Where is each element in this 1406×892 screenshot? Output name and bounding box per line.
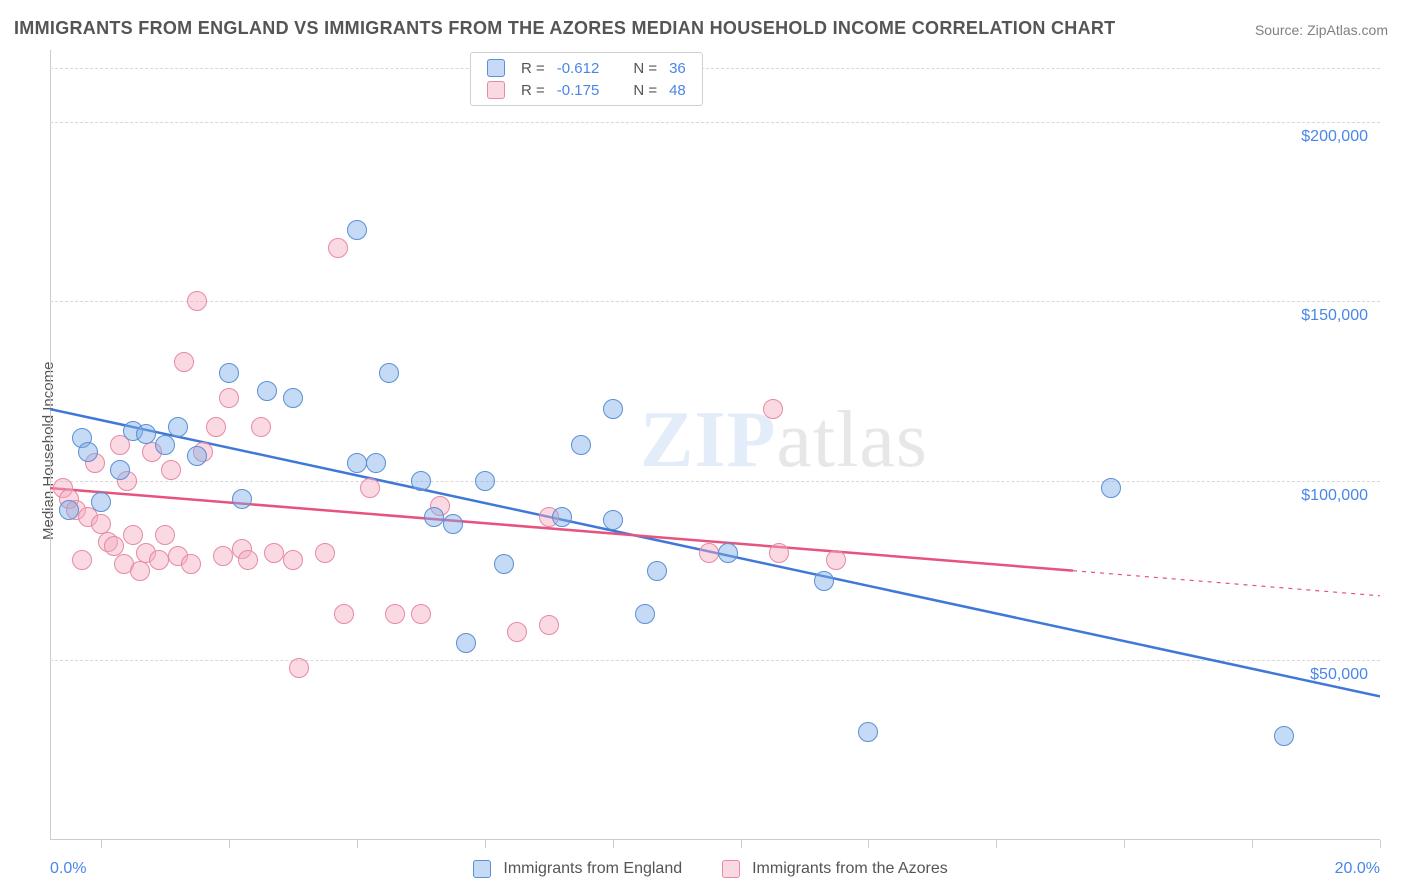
scatter-point-england	[603, 399, 623, 419]
trend-lines	[50, 50, 1380, 840]
scatter-point-england	[219, 363, 239, 383]
x-axis-max-label: 20.0%	[1335, 860, 1380, 878]
legend-item-england: Immigrants from England	[473, 860, 682, 878]
scatter-point-england	[187, 446, 207, 466]
trendline-dash-azores	[1073, 571, 1380, 596]
scatter-point-azores	[130, 561, 150, 581]
scatter-point-england	[366, 453, 386, 473]
scatter-point-azores	[699, 543, 719, 563]
scatter-point-england	[411, 471, 431, 491]
x-tick	[1252, 840, 1253, 848]
scatter-point-azores	[104, 536, 124, 556]
scatter-point-england	[155, 435, 175, 455]
scatter-point-england	[571, 435, 591, 455]
source-attribution: Source: ZipAtlas.com	[1255, 22, 1388, 38]
scatter-point-england	[78, 442, 98, 462]
x-tick	[357, 840, 358, 848]
x-tick	[613, 840, 614, 848]
legend-bottom: 0.0% Immigrants from England Immigrants …	[50, 854, 1380, 884]
scatter-point-azores	[360, 478, 380, 498]
x-tick	[229, 840, 230, 848]
scatter-point-azores	[289, 658, 309, 678]
scatter-point-azores	[187, 291, 207, 311]
x-tick	[868, 840, 869, 848]
scatter-point-england	[91, 492, 111, 512]
legend-swatch-azores-icon	[722, 860, 740, 878]
scatter-point-england	[257, 381, 277, 401]
x-tick	[996, 840, 997, 848]
scatter-point-azores	[219, 388, 239, 408]
chart-plot-area: $50,000$100,000$150,000$200,000	[50, 50, 1380, 840]
scatter-point-england	[136, 424, 156, 444]
scatter-point-azores	[283, 550, 303, 570]
x-tick	[1124, 840, 1125, 848]
scatter-point-england	[552, 507, 572, 527]
scatter-point-azores	[507, 622, 527, 642]
scatter-point-azores	[155, 525, 175, 545]
scatter-point-england	[475, 471, 495, 491]
legend-label-azores: Immigrants from the Azores	[752, 860, 948, 878]
scatter-point-azores	[123, 525, 143, 545]
scatter-point-england	[494, 554, 514, 574]
x-tick	[101, 840, 102, 848]
scatter-point-azores	[149, 550, 169, 570]
scatter-point-england	[1101, 478, 1121, 498]
scatter-point-azores	[72, 550, 92, 570]
scatter-point-england	[379, 363, 399, 383]
scatter-point-england	[718, 543, 738, 563]
scatter-point-azores	[181, 554, 201, 574]
legend-swatch-england-icon	[473, 860, 491, 878]
scatter-point-azores	[238, 550, 258, 570]
scatter-point-england	[347, 453, 367, 473]
legend-swatch-england	[487, 59, 505, 77]
scatter-point-azores	[826, 550, 846, 570]
legend-stats: R =-0.612 N =36 R =-0.175 N =48	[470, 52, 703, 106]
legend-row-azores: R =-0.175 N =48	[481, 79, 692, 101]
scatter-point-azores	[315, 543, 335, 563]
scatter-point-azores	[251, 417, 271, 437]
scatter-point-england	[232, 489, 252, 509]
scatter-point-england	[283, 388, 303, 408]
scatter-point-azores	[161, 460, 181, 480]
scatter-point-azores	[385, 604, 405, 624]
x-axis-min-label: 0.0%	[50, 860, 86, 878]
scatter-point-england	[603, 510, 623, 530]
scatter-point-azores	[769, 543, 789, 563]
scatter-point-azores	[334, 604, 354, 624]
scatter-point-england	[647, 561, 667, 581]
scatter-point-england	[635, 604, 655, 624]
x-tick	[741, 840, 742, 848]
scatter-point-azores	[206, 417, 226, 437]
legend-item-azores: Immigrants from the Azores	[722, 860, 948, 878]
scatter-point-england	[814, 571, 834, 591]
scatter-point-england	[347, 220, 367, 240]
chart-title: IMMIGRANTS FROM ENGLAND VS IMMIGRANTS FR…	[14, 18, 1115, 39]
trendline-azores	[50, 488, 1073, 571]
scatter-point-azores	[411, 604, 431, 624]
legend-swatch-azores	[487, 81, 505, 99]
x-tick	[485, 840, 486, 848]
x-tick	[1380, 840, 1381, 848]
legend-row-england: R =-0.612 N =36	[481, 57, 692, 79]
scatter-point-azores	[763, 399, 783, 419]
scatter-point-azores	[328, 238, 348, 258]
scatter-point-england	[168, 417, 188, 437]
scatter-point-england	[858, 722, 878, 742]
scatter-point-england	[424, 507, 444, 527]
legend-label-england: Immigrants from England	[503, 860, 682, 878]
scatter-point-azores	[213, 546, 233, 566]
scatter-point-england	[110, 460, 130, 480]
scatter-point-england	[59, 500, 79, 520]
scatter-point-england	[456, 633, 476, 653]
scatter-point-azores	[264, 543, 284, 563]
scatter-point-azores	[174, 352, 194, 372]
scatter-point-england	[1274, 726, 1294, 746]
scatter-point-azores	[539, 615, 559, 635]
scatter-point-england	[443, 514, 463, 534]
